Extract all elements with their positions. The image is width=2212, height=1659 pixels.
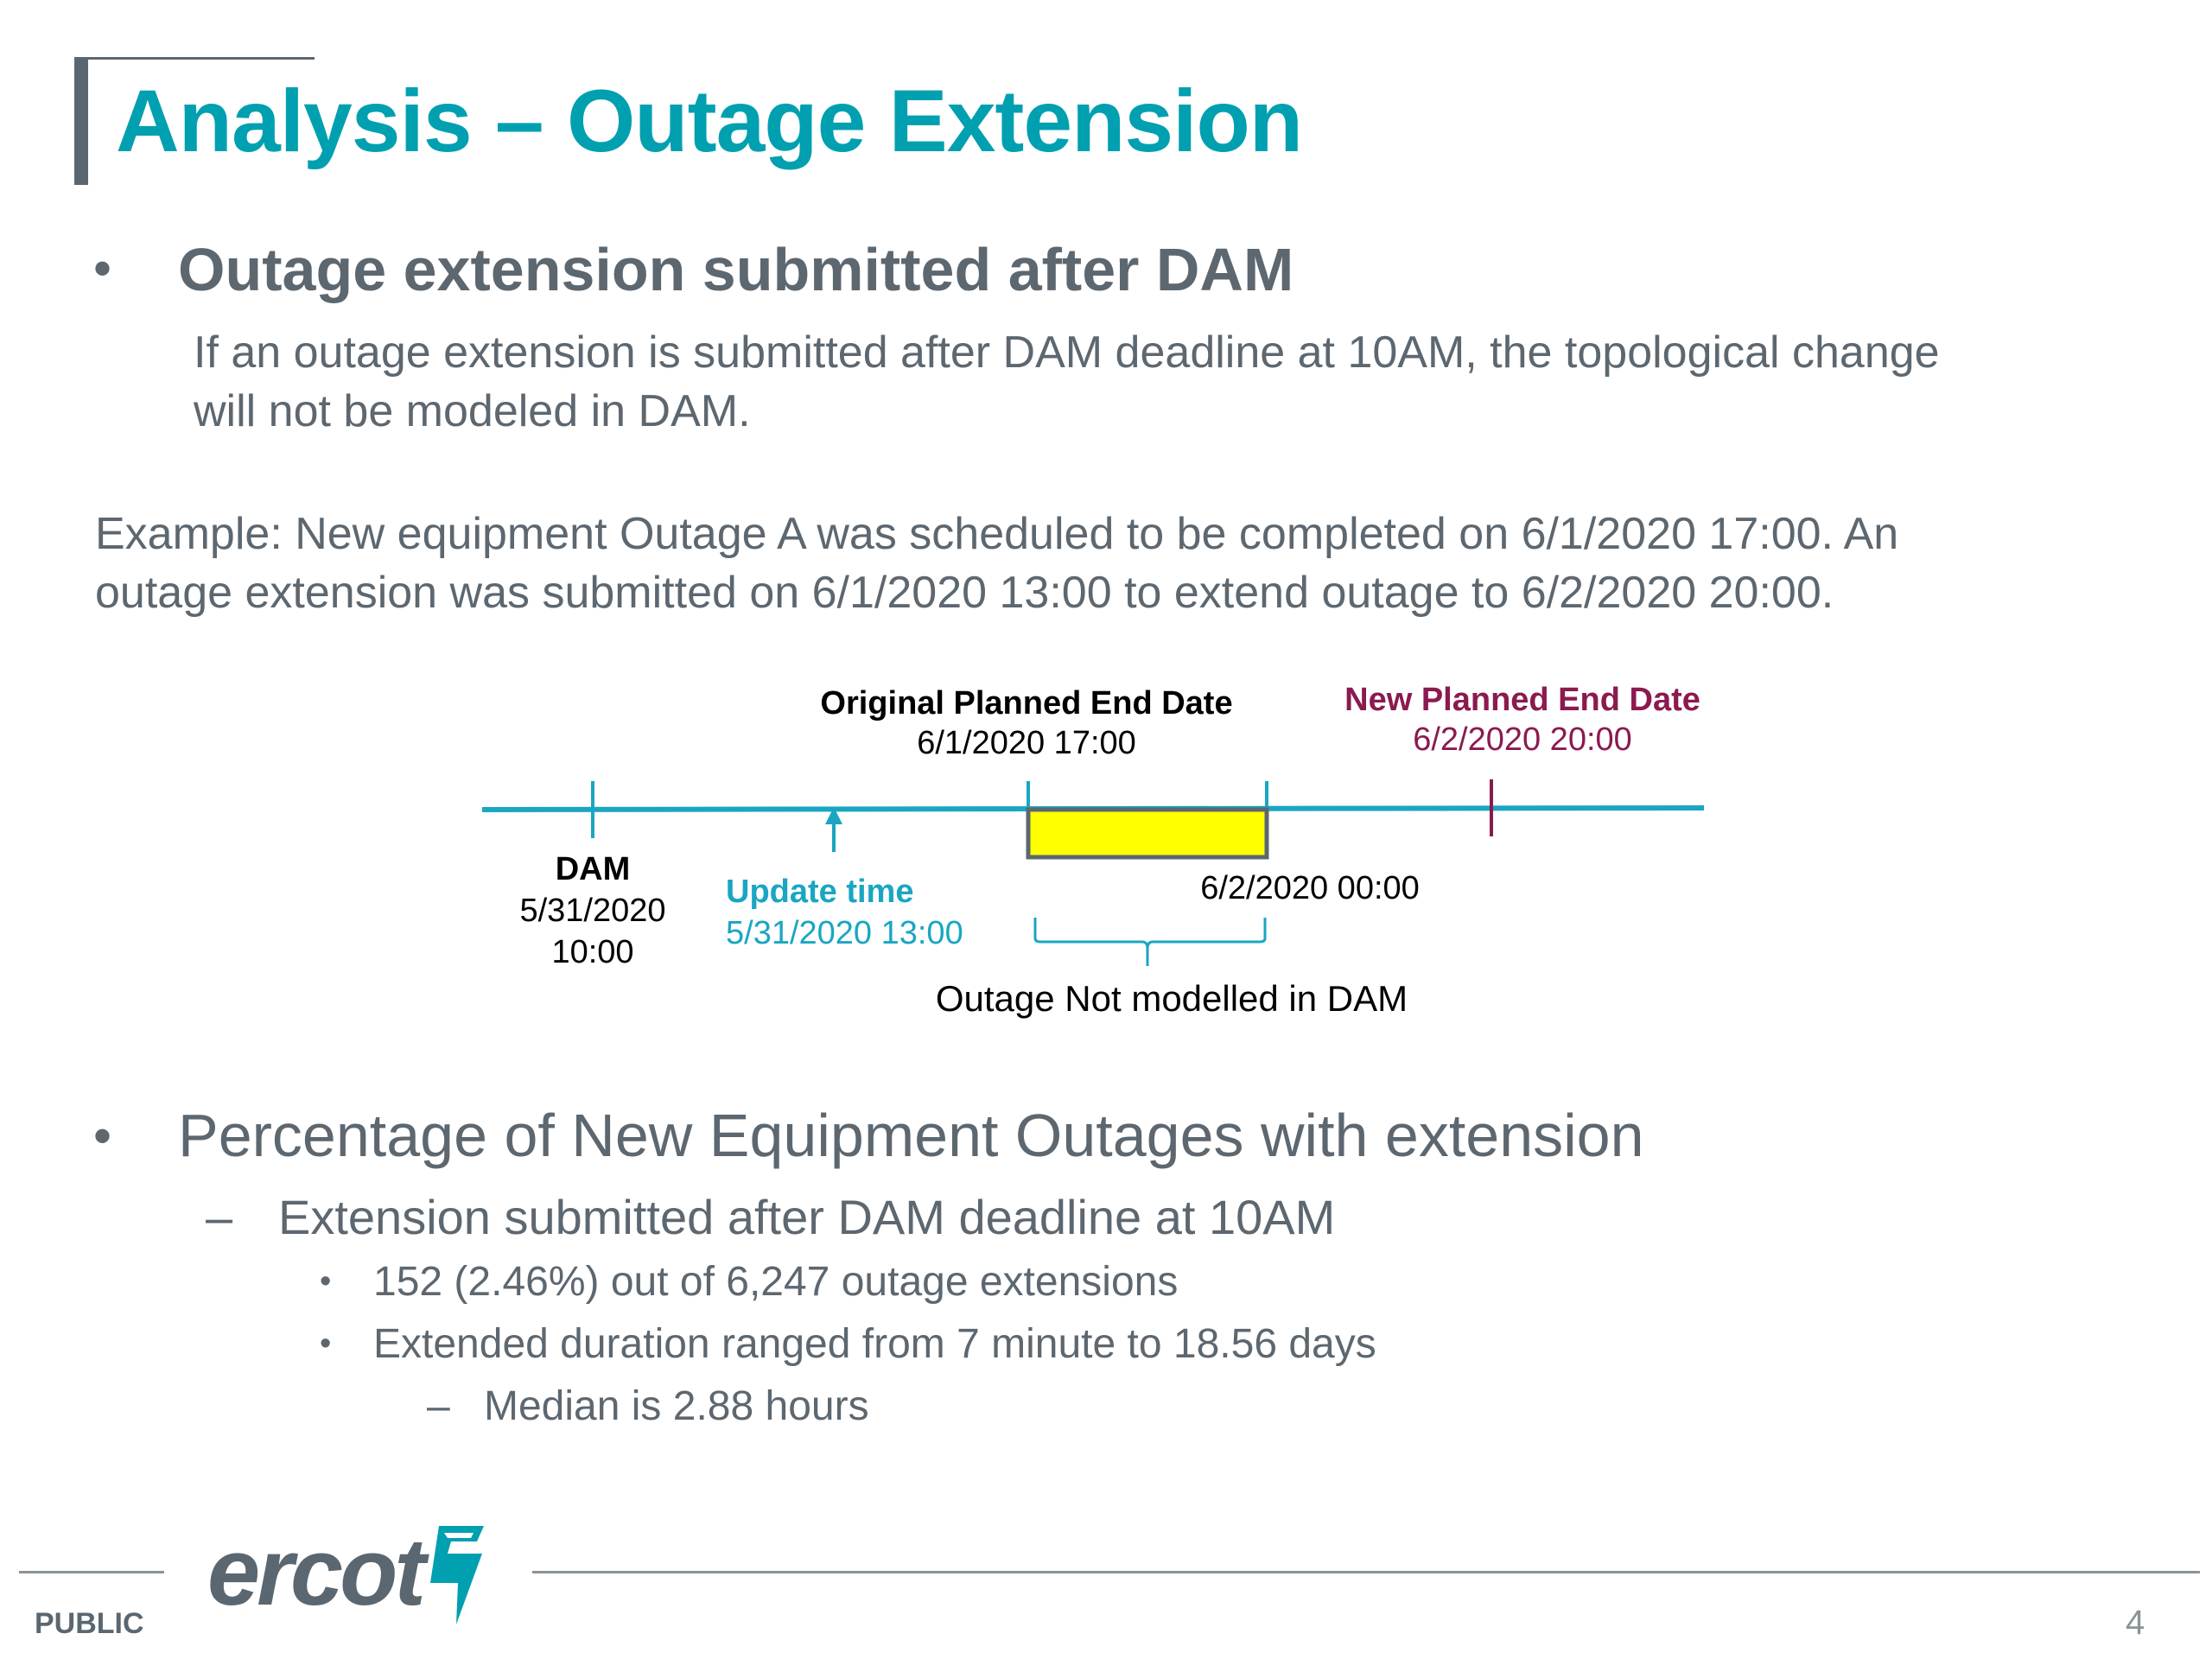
dash-icon: – <box>427 1383 450 1429</box>
outage-highlight-box <box>1026 807 1269 860</box>
bullet-icon: • <box>93 239 112 297</box>
bullet-icon: • <box>320 1325 332 1362</box>
section2-heading: Percentage of New Equipment Outages with… <box>178 1102 1644 1169</box>
title-accent-rule <box>74 57 315 60</box>
original-end-time: 6/1/2020 17:00 <box>917 725 1136 761</box>
original-end-label: Original Planned End Date <box>820 685 1232 721</box>
ercot-logo-icon <box>430 1526 484 1624</box>
stat-item-duration: Extended duration ranged from 7 minute t… <box>373 1321 1376 1367</box>
section2-subheading: Extension submitted after DAM deadline a… <box>278 1190 1336 1244</box>
dam-label: DAM <box>556 851 631 887</box>
update-time: 5/31/2020 13:00 <box>726 915 963 951</box>
dam-date: 5/31/2020 <box>519 893 665 929</box>
ercot-logo-text: ercot <box>207 1519 426 1625</box>
title-accent-bar <box>74 59 88 185</box>
section1-heading: Outage extension submitted after DAM <box>178 236 1294 303</box>
footer-rule-left <box>19 1571 164 1573</box>
stat-item-median: Median is 2.88 hours <box>484 1383 869 1429</box>
example-line1: Example: New equipment Outage A was sche… <box>95 509 1899 559</box>
not-modelled-brace <box>1033 918 1267 966</box>
section1-description-line1: If an outage extension is submitted afte… <box>194 327 1940 378</box>
example-line2: outage extension was submitted on 6/1/20… <box>95 568 1834 618</box>
bullet-icon: • <box>93 1107 112 1165</box>
page-number: 4 <box>2126 1604 2145 1642</box>
classification-label: PUBLIC <box>35 1607 144 1640</box>
not-modelled-label: Outage Not modelled in DAM <box>936 978 1408 1019</box>
bullet-icon: • <box>320 1263 332 1300</box>
new-end-label: New Planned End Date <box>1344 682 1700 718</box>
section1-description-line2: will not be modeled in DAM. <box>194 386 751 436</box>
dam-time: 10:00 <box>551 934 633 970</box>
dash-icon: – <box>206 1190 233 1244</box>
footer-rule-right <box>532 1571 2200 1573</box>
stat-item-count: 152 (2.46%) out of 6,247 outage extensio… <box>373 1259 1179 1305</box>
new-end-time: 6/2/2020 20:00 <box>1413 721 1632 758</box>
page-title: Analysis – Outage Extension <box>116 72 1303 170</box>
midnight-time: 6/2/2020 00:00 <box>1200 870 1420 906</box>
update-label: Update time <box>726 874 913 910</box>
update-arrow-head <box>825 807 842 824</box>
